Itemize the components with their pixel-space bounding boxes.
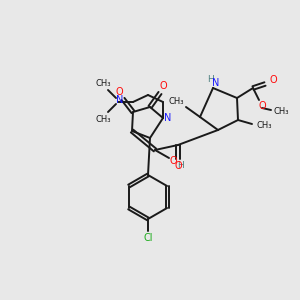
Text: O: O	[159, 81, 167, 91]
Text: O: O	[269, 75, 277, 85]
Text: CH₃: CH₃	[256, 121, 272, 130]
Text: N: N	[116, 95, 124, 105]
Text: Cl: Cl	[143, 233, 153, 243]
Text: CH₃: CH₃	[273, 107, 289, 116]
Text: H: H	[178, 161, 184, 170]
Text: H: H	[207, 74, 213, 83]
Text: O: O	[174, 161, 182, 171]
Text: CH₃: CH₃	[95, 79, 111, 88]
Text: O: O	[169, 156, 177, 166]
Text: O: O	[258, 101, 266, 111]
Text: N: N	[164, 113, 172, 123]
Text: O: O	[115, 87, 123, 97]
Text: CH₃: CH₃	[95, 115, 111, 124]
Text: CH₃: CH₃	[168, 97, 184, 106]
Text: N: N	[212, 78, 220, 88]
